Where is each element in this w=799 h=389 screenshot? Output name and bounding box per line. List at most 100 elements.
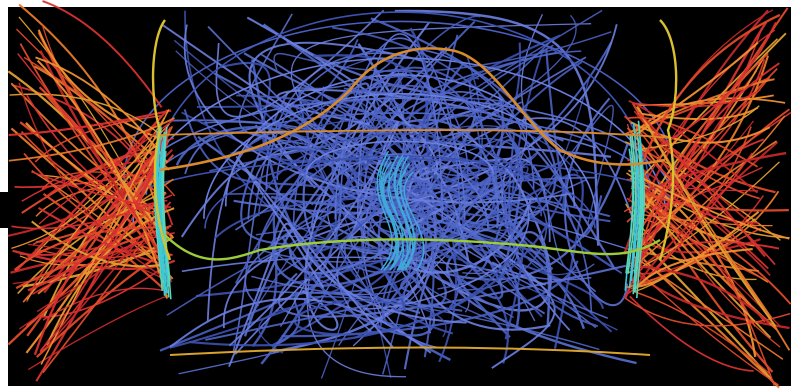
orange-ring-bottom	[169, 346, 651, 356]
cyan-streamline	[380, 155, 397, 271]
cyan-edge-streamline	[160, 145, 170, 287]
left-fan-streamline	[18, 3, 163, 223]
blue-arc	[311, 153, 489, 229]
left-fan-streamline	[20, 130, 166, 212]
left-fan-streamline	[26, 199, 168, 303]
blue-streamline	[205, 270, 419, 341]
blue-streamline	[245, 90, 618, 331]
blue-streamline	[288, 183, 506, 275]
blue-streamline	[263, 119, 579, 276]
blue-streamline	[352, 14, 544, 347]
blue-streamline	[180, 46, 448, 238]
left-fan-streamline	[11, 194, 173, 230]
blue-streamline	[244, 154, 452, 307]
right-fan-streamline	[637, 106, 759, 121]
green-loop	[164, 234, 661, 261]
cyan-edge-streamline	[158, 141, 168, 294]
right-fan-streamline	[627, 264, 770, 325]
left-fan-streamline	[19, 43, 162, 252]
blue-streamline	[277, 264, 626, 318]
left-fan-streamline	[31, 220, 163, 268]
blue-streamline	[290, 23, 592, 279]
right-fan-streamline	[629, 295, 754, 372]
warm-streamlines	[7, 0, 792, 389]
blue-arc	[356, 33, 444, 221]
right-fan-streamline	[629, 159, 771, 277]
blue-streamline	[209, 87, 505, 172]
orange-loop	[159, 47, 666, 172]
left-fan-streamline	[11, 117, 165, 249]
blue-arc	[305, 140, 495, 174]
blue-streamline	[458, 104, 614, 283]
blue-streamline	[332, 26, 520, 217]
left-fan-streamline	[26, 123, 170, 301]
cyan-edge-streamline	[627, 135, 637, 274]
blue-streamline	[545, 48, 603, 238]
cyan-edge-streamline	[162, 126, 172, 300]
blue-arc	[276, 84, 524, 181]
right-fan-streamline	[637, 52, 769, 260]
left-fan-streamline	[36, 227, 170, 313]
blue-streamline	[169, 297, 432, 354]
right-fan-streamline	[638, 213, 773, 227]
left-fan-streamline	[26, 94, 161, 217]
cyan-streamline	[381, 161, 405, 271]
left-fan-streamline	[38, 119, 175, 225]
right-fan-streamline	[637, 111, 766, 258]
right-fan-streamline	[626, 116, 758, 168]
blue-streamline	[235, 156, 394, 349]
left-fan-streamline	[36, 59, 168, 299]
blue-streamline	[228, 222, 467, 368]
yellow-edge-right	[658, 19, 678, 261]
blue-streamline	[240, 91, 432, 263]
blue-arc	[265, 47, 535, 189]
right-fan-streamline	[623, 9, 769, 255]
right-fan-streamline	[630, 121, 771, 144]
blue-streamline	[394, 9, 600, 246]
left-fan-streamline	[18, 82, 173, 283]
blue-streamline	[362, 127, 530, 310]
cyan-streamline	[376, 156, 393, 271]
right-fan-streamline	[626, 197, 761, 279]
cyan-edge-streamline	[159, 137, 169, 286]
blue-arc	[257, 133, 543, 217]
yellow-edge-left	[151, 19, 172, 261]
right-fan-streamline	[633, 210, 760, 289]
blue-streamline	[294, 247, 518, 336]
blue-streamline	[303, 296, 600, 351]
blue-streamline	[369, 44, 587, 235]
cyan-streamline	[393, 154, 414, 271]
right-fan-streamline	[634, 166, 763, 212]
blue-streamline	[183, 24, 574, 204]
blue-streamline	[233, 186, 480, 370]
left-fan-streamline	[41, 171, 165, 190]
blue-streamline	[395, 199, 532, 274]
left-fan-streamline	[42, 0, 163, 108]
right-fan-streamline	[626, 172, 790, 239]
left-fan-streamline	[27, 294, 169, 371]
blue-arc	[123, 20, 677, 182]
blue-streamline	[373, 66, 611, 223]
blue-streamline	[189, 174, 569, 347]
blue-arc	[204, 155, 596, 229]
accent-streamlines	[151, 19, 678, 356]
left-fan-streamline	[15, 109, 169, 273]
right-fan-streamline	[635, 271, 790, 330]
right-fan-streamline	[633, 141, 779, 291]
right-fan-streamline	[627, 169, 790, 240]
blue-arc	[334, 72, 466, 220]
left-fan-streamline	[45, 205, 166, 349]
orange-ring-top	[159, 129, 671, 139]
cyan-edge-streamline	[634, 150, 644, 293]
left-fan-streamline	[7, 191, 167, 346]
right-fan-streamline	[633, 123, 776, 386]
side-tab	[0, 192, 12, 228]
left-fan-streamline	[9, 93, 164, 138]
blue-streamline	[175, 126, 342, 365]
blue-arc	[203, 92, 597, 219]
blue-arc	[150, 11, 650, 190]
right-fan-streamline	[635, 41, 759, 135]
